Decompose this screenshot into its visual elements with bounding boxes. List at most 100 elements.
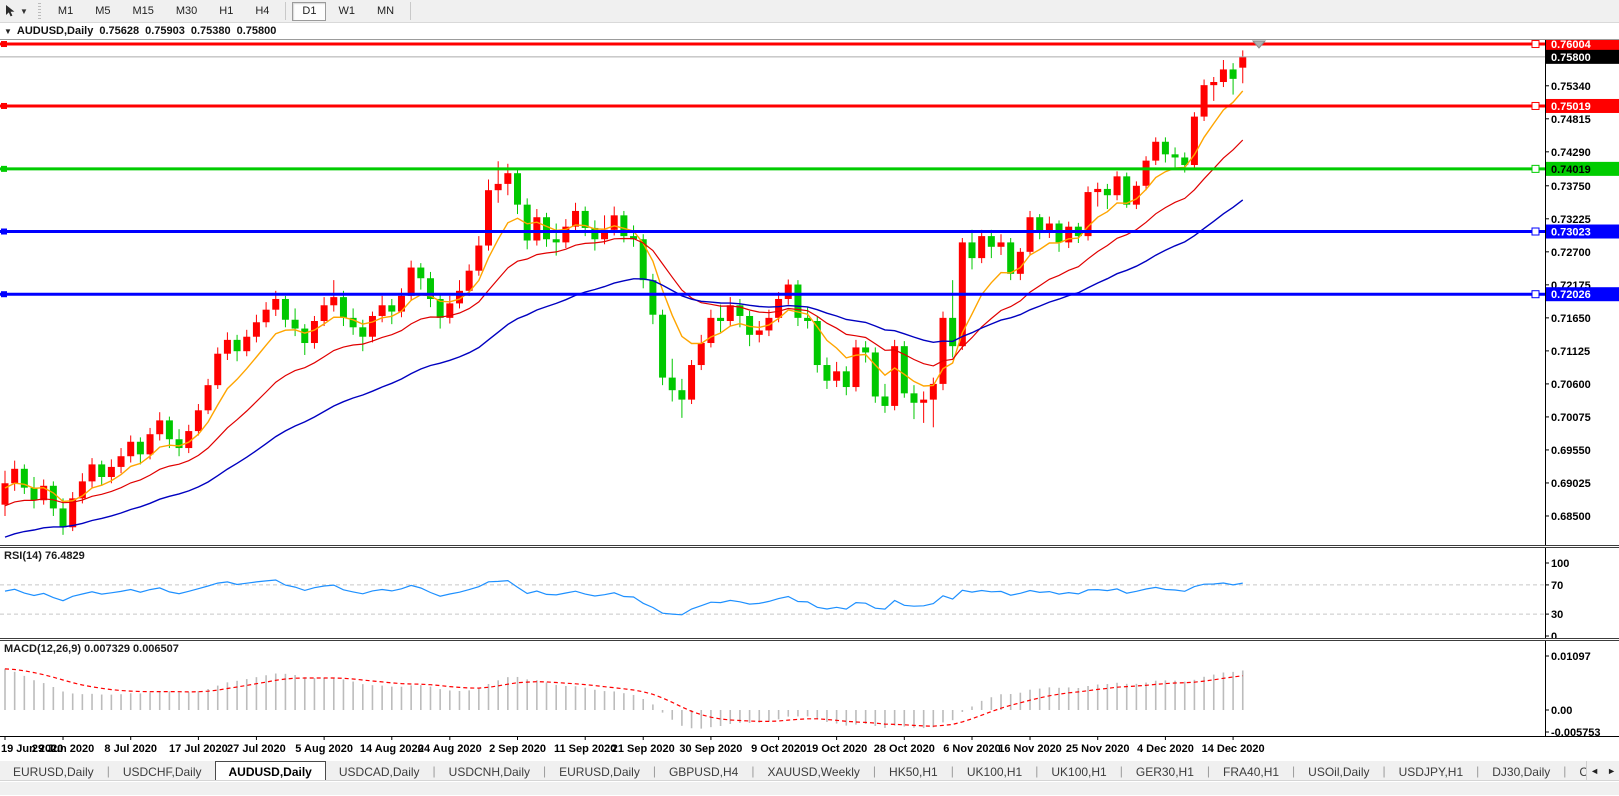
panel-separator[interactable] [0, 638, 1619, 641]
timeframe-button-M30[interactable]: M30 [175, 4, 198, 17]
time-tick-label: 29 Jun 2020 [32, 743, 94, 755]
price-tick-label: 0.74815 [1551, 114, 1591, 126]
time-tick-label: 11 Sep 2020 [554, 743, 616, 755]
chart-tab-UK100-H1[interactable]: UK100,H1 [1051, 764, 1107, 779]
chart-tab-USDCHF-Daily[interactable]: USDCHF,Daily [122, 764, 202, 779]
hline-right-handle[interactable] [1531, 101, 1540, 110]
tab-separator: | [1206, 764, 1211, 778]
chart-tab-AUDUSD-Daily[interactable]: AUDUSD,Daily [214, 761, 326, 780]
hline-left-handle[interactable] [1, 102, 7, 109]
candle-body [272, 298, 280, 310]
hline-left-handle[interactable] [1, 165, 7, 172]
hline-left-handle[interactable] [1, 41, 7, 48]
price-tick-label: 0.69550 [1551, 445, 1591, 457]
hline-left-handle[interactable] [1, 291, 7, 298]
candle-body [214, 353, 222, 386]
hline-right-handle[interactable] [1531, 290, 1540, 299]
candle-body [291, 319, 299, 329]
price-tick-label: 0.70600 [1551, 379, 1591, 391]
candle-body [1007, 242, 1015, 274]
chart-tab-UK100-H1[interactable]: UK100,H1 [966, 764, 1023, 779]
candle-body [601, 229, 609, 240]
timeframe-button-H1[interactable]: H1 [219, 4, 234, 17]
hline-right-handle[interactable] [1531, 164, 1540, 173]
tab-scroll-controls: ◄ ► [1586, 761, 1619, 780]
hline-right-handle[interactable] [1531, 227, 1540, 236]
tab-scroll-left-icon[interactable]: ◄ [1590, 765, 1600, 776]
timeframe-button-D1[interactable]: D1 [292, 1, 327, 21]
candle-body [1084, 192, 1092, 237]
chart-tab-HK50-H1[interactable]: HK50,H1 [889, 764, 938, 779]
timeframe-button-M15[interactable]: M15 [132, 4, 154, 17]
time-tick-label: 30 Sep 2020 [679, 743, 742, 755]
candle-body [659, 314, 667, 378]
candle-body [649, 280, 657, 315]
symbol-collapse-icon[interactable]: ▼ [4, 26, 12, 36]
cursor-tool-dropdown-icon[interactable]: ▼ [20, 6, 28, 16]
chart-tab-USDCNH-Daily[interactable]: USDCNH,Daily [448, 764, 531, 779]
hline-right-handle[interactable] [1531, 40, 1540, 49]
chart-tab-USOil-Daily[interactable]: USOil,Daily [1308, 764, 1370, 779]
chart-tab-GBPUSD-H4[interactable]: GBPUSD,H4 [668, 764, 739, 779]
rsi-indicator-panel[interactable]: 100 70 30 0 [0, 548, 1619, 638]
candle-body [485, 190, 492, 246]
toolbar-separator [410, 2, 412, 20]
panel-separator[interactable] [0, 545, 1619, 548]
candle-body [833, 371, 841, 381]
time-tick-label: 6 Nov 2020 [943, 743, 1000, 755]
candle-body [320, 305, 328, 322]
candle-body [1142, 160, 1150, 186]
price-axis[interactable] [1546, 40, 1619, 545]
candle-body [765, 317, 773, 331]
price-tick-label: 0.74290 [1551, 147, 1591, 159]
timeframe-button-M1[interactable]: M1 [57, 4, 74, 17]
chart-tab-USDJPY-H1[interactable]: USDJPY,H1 [1398, 764, 1464, 779]
main-price-chart[interactable]: 0.758650.753400.748150.742900.737500.732… [0, 40, 1619, 545]
time-tick-label: 14 Dec 2020 [1202, 743, 1265, 755]
chart-tab-USDCAD-Daily[interactable]: USDCAD,Daily [338, 764, 420, 779]
timeframe-button-H4[interactable]: H4 [255, 4, 270, 17]
candle-body [823, 365, 831, 381]
macd-indicator-panel[interactable]: 0.01097 0.00 -0.005753 [0, 641, 1619, 736]
candle-body [678, 390, 686, 400]
chart-shift-marker-icon[interactable] [1251, 40, 1267, 49]
candle-body [1, 483, 9, 505]
candle-body [1152, 141, 1160, 161]
chart-tab-DJ30-Daily[interactable]: DJ30,Daily [1492, 764, 1551, 779]
current-price-label: 0.75800 [1551, 52, 1591, 64]
rsi-tick-label: 100 [1551, 558, 1569, 570]
candle-body [1113, 176, 1121, 196]
chart-tab-XAUUSD-Weekly[interactable]: XAUUSD,Weekly [767, 764, 860, 779]
toolbar-grip-handle[interactable] [37, 3, 41, 19]
candle-body [117, 456, 125, 467]
chart-tab-EURUSD-Daily[interactable]: EURUSD,Daily [13, 764, 94, 779]
timeframe-button-W1[interactable]: W1 [338, 4, 355, 17]
tab-scroll-right-icon[interactable]: ► [1607, 765, 1616, 776]
candle-body [397, 295, 405, 312]
cursor-tool-button[interactable] [4, 4, 17, 18]
chart-tab-GER30-H1[interactable]: GER30,H1 [1135, 764, 1194, 779]
macd-tick-label: 0.01097 [1551, 651, 1591, 663]
candle-body [204, 385, 212, 411]
candle-body [1200, 85, 1208, 117]
candle-body [88, 464, 96, 482]
candle-body [697, 343, 705, 366]
tab-separator: | [1035, 764, 1039, 778]
hline-left-handle[interactable] [1, 228, 7, 235]
tab-separator: | [543, 764, 547, 778]
timeframe-button-MN[interactable]: MN [376, 4, 395, 17]
candle-body [630, 236, 638, 240]
candle-body [668, 377, 676, 391]
timeframe-button-M5[interactable]: M5 [95, 4, 111, 17]
time-tick-label: 28 Oct 2020 [874, 743, 935, 755]
chart-tab-FRA40-H1[interactable]: FRA40,H1 [1223, 764, 1280, 779]
chart-tab-EURUSD-Daily[interactable]: EURUSD,Daily [559, 764, 640, 779]
candle-body [1181, 157, 1189, 166]
candle-body [127, 441, 135, 457]
hline-price-flag [1546, 161, 1619, 176]
price-tick-label: 0.69025 [1551, 478, 1591, 490]
candle-body [842, 371, 850, 388]
candle-body [368, 315, 376, 337]
candle-body [726, 305, 734, 322]
